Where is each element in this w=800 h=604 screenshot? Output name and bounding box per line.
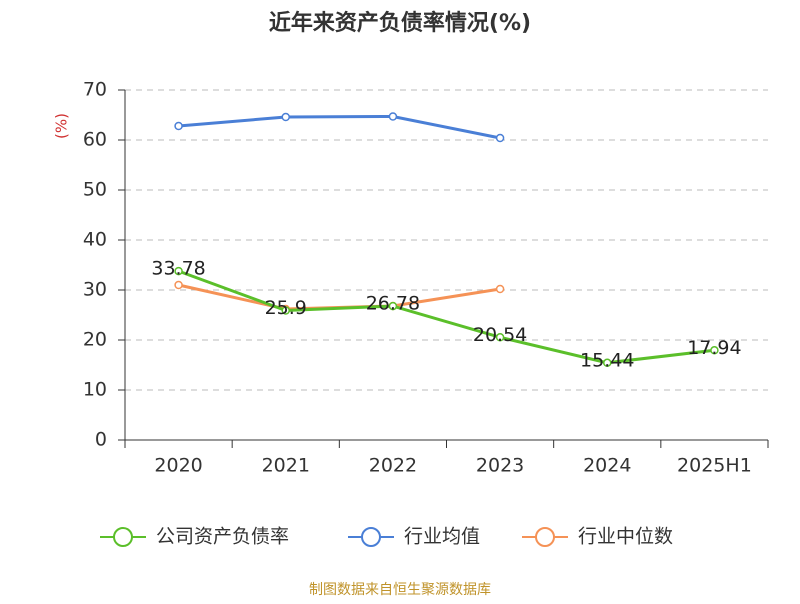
data-point bbox=[174, 280, 183, 290]
y-tick-label: 50 bbox=[83, 179, 107, 201]
data-label: 26.78 bbox=[366, 293, 420, 315]
legend-marker bbox=[361, 527, 381, 547]
x-tick-label: 2023 bbox=[476, 455, 524, 477]
y-tick-label: 10 bbox=[83, 379, 107, 401]
y-tick-label: 40 bbox=[83, 229, 107, 251]
y-tick-label: 0 bbox=[95, 429, 107, 451]
series-line bbox=[178, 269, 715, 365]
legend-label: 行业中位数 bbox=[578, 526, 673, 548]
data-point bbox=[388, 112, 398, 121]
data-point bbox=[388, 301, 398, 311]
data-point bbox=[603, 358, 612, 368]
legend-marker bbox=[535, 527, 555, 547]
data-label: 17.94 bbox=[687, 337, 741, 359]
data-label: 20.54 bbox=[473, 324, 527, 346]
source-note: 制图数据来自恒生聚源数据库 bbox=[309, 582, 491, 598]
x-tick-label: 2022 bbox=[369, 455, 417, 477]
data-point bbox=[495, 333, 505, 342]
data-point bbox=[495, 284, 505, 294]
legend-marker bbox=[113, 527, 133, 547]
x-tick-label: 2024 bbox=[583, 455, 631, 477]
y-tick-label: 20 bbox=[83, 329, 107, 351]
data-label: 15.44 bbox=[580, 349, 634, 371]
series-line bbox=[178, 114, 501, 140]
data-point bbox=[495, 133, 505, 143]
data-label: 25.9 bbox=[265, 297, 307, 319]
data-point bbox=[174, 121, 183, 131]
y-axis-label: (%) bbox=[53, 113, 71, 139]
y-tick-label: 60 bbox=[83, 129, 107, 151]
data-label: 33.78 bbox=[151, 258, 205, 280]
y-tick-label: 30 bbox=[83, 279, 107, 301]
data-point bbox=[710, 346, 719, 355]
x-tick-label: 2020 bbox=[154, 455, 202, 477]
data-point bbox=[281, 306, 290, 315]
data-point bbox=[281, 112, 290, 122]
legend-label: 行业均值 bbox=[404, 526, 480, 548]
legend-label: 公司资产负债率 bbox=[156, 526, 289, 548]
x-tick-label: 2025H1 bbox=[677, 455, 752, 477]
x-tick-label: 2021 bbox=[262, 455, 310, 477]
y-tick-label: 70 bbox=[83, 79, 107, 101]
data-point bbox=[174, 266, 183, 276]
chart-title: 近年来资产负债率情况(%) bbox=[269, 10, 531, 36]
